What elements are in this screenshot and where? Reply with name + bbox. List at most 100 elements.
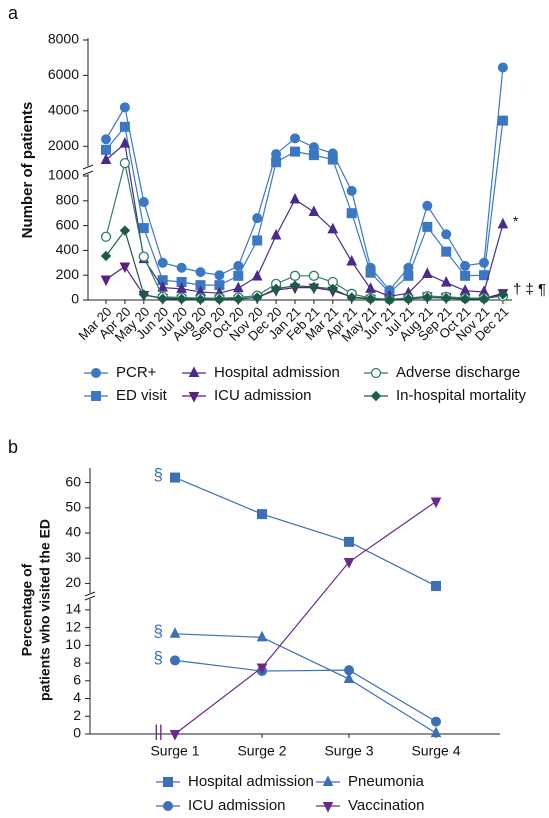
x-tick-label: Surge 3 [324, 743, 373, 759]
legend-label: Vaccination [348, 797, 424, 814]
point [138, 197, 149, 208]
annotation: § [154, 465, 163, 484]
point [289, 280, 301, 291]
point [327, 283, 339, 295]
point [327, 222, 339, 234]
point [497, 217, 509, 229]
point [195, 294, 206, 305]
legend-marker [91, 391, 101, 401]
point [440, 292, 452, 304]
point [119, 137, 131, 148]
y-axis-label: patients who visited the ED [37, 519, 53, 701]
y-tick-label: 30 [65, 549, 81, 565]
point [497, 115, 508, 126]
point [441, 246, 452, 257]
point [403, 293, 414, 305]
point [100, 275, 112, 287]
point [138, 289, 150, 300]
point [327, 154, 338, 165]
axis-break [84, 595, 96, 601]
point [422, 221, 433, 232]
point [169, 627, 181, 638]
point [251, 292, 263, 303]
point [252, 213, 263, 224]
legend-marker [188, 392, 200, 403]
point [346, 292, 357, 303]
annotation: § [154, 621, 163, 640]
point [346, 254, 358, 266]
y-tick-label: 60 [65, 473, 81, 489]
point [138, 251, 149, 262]
point [256, 630, 268, 642]
y-tick-label: 4000 [48, 102, 79, 118]
point [170, 655, 180, 666]
point [100, 231, 112, 242]
legend-marker [188, 366, 200, 377]
point [119, 121, 130, 132]
legend-marker [322, 802, 334, 813]
point [270, 228, 282, 240]
legend-label: Pneumonia [348, 773, 425, 790]
y-tick-label: 40 [65, 524, 81, 540]
point [365, 282, 376, 293]
point [157, 293, 168, 304]
axis-break [82, 170, 94, 176]
y-tick-label: 600 [56, 216, 80, 232]
point [343, 558, 355, 569]
point [365, 267, 376, 278]
y-tick-label: 0 [73, 725, 81, 741]
series-line [105, 67, 504, 292]
point [100, 153, 112, 165]
legend-label: Adverse discharge [396, 364, 520, 381]
point [290, 146, 300, 157]
x-tick-label: Surge 4 [411, 743, 460, 759]
point [422, 292, 433, 303]
point [308, 205, 320, 216]
point [214, 294, 225, 305]
point [479, 257, 489, 268]
point [100, 250, 112, 262]
point [430, 497, 442, 509]
point [251, 269, 263, 281]
point [271, 157, 282, 168]
point [214, 270, 225, 281]
point [346, 185, 357, 196]
point [195, 267, 206, 278]
point [478, 293, 490, 305]
point [365, 293, 376, 305]
y-tick-label: 800 [56, 192, 80, 208]
point [308, 270, 320, 281]
point [101, 134, 111, 145]
axis-break [82, 164, 94, 170]
point [308, 150, 319, 161]
annotation: § [154, 648, 163, 667]
y-tick-label: 2000 [48, 137, 79, 153]
legend-label: Hospital admission [188, 773, 314, 790]
point [233, 260, 244, 271]
legend-marker [370, 367, 382, 379]
point [460, 260, 471, 271]
point [422, 200, 433, 211]
series-line [174, 659, 437, 723]
legend-label: ICU admission [188, 797, 286, 814]
series-line [174, 633, 437, 734]
point [403, 270, 414, 281]
point [289, 270, 301, 281]
axis-break [84, 591, 96, 597]
y-axis-label: Percentage of [19, 563, 35, 656]
point [232, 281, 244, 293]
y-tick-label: 10 [65, 636, 81, 652]
annotation: || [154, 721, 163, 740]
y-tick-label: 6000 [48, 66, 79, 82]
point [270, 283, 282, 295]
point [343, 672, 355, 684]
point [119, 102, 130, 113]
y-tick-label: 20 [65, 574, 81, 590]
point [431, 716, 441, 727]
y-tick-label: 8000 [48, 31, 79, 47]
point [256, 663, 268, 675]
point [460, 270, 471, 281]
y-tick-label: 50 [65, 499, 81, 515]
series-line [105, 120, 504, 294]
point [157, 257, 168, 268]
